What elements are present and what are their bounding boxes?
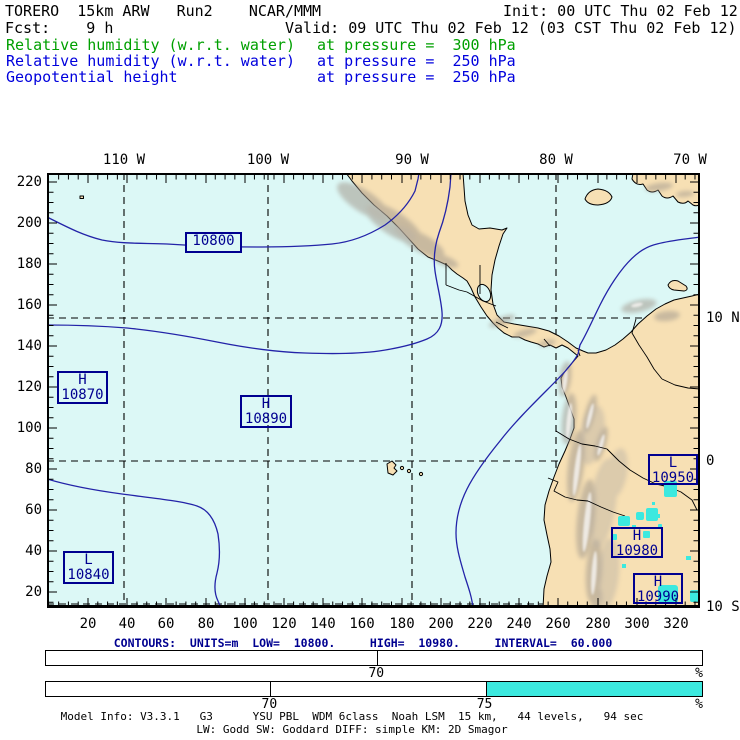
extremum-label-box: H 10870 [57, 371, 108, 404]
field-1-name: Relative humidity (w.r.t. water) [6, 36, 295, 54]
colorbar-tick [377, 651, 379, 665]
colorbar-tick-label: 70 [368, 666, 385, 681]
model-run-title: TORERO 15km ARW Run2 NCAR/MMM [5, 2, 322, 20]
terrain-foothills [366, 205, 628, 608]
field-2-name: Relative humidity (w.r.t. water) [6, 52, 295, 70]
x-grid-label: 220 [467, 616, 493, 632]
x-grid-label: 40 [118, 616, 136, 632]
y-grid-label: 160 [16, 297, 42, 313]
island-curacao [667, 280, 688, 292]
x-grid-label: 80 [197, 616, 215, 632]
lon-axis-label: 100 W [246, 152, 290, 168]
x-grid-label: 200 [428, 616, 454, 632]
lat-axis-label: 10 N [706, 310, 740, 326]
x-grid-label: 240 [506, 616, 532, 632]
colorbar-unit-label: % [695, 666, 703, 681]
colorbar-segment [485, 682, 702, 696]
colorbar-tick [485, 682, 487, 696]
x-grid-label: 180 [389, 616, 415, 632]
contour-label-box: 10800 [185, 232, 242, 253]
y-grid-label: 40 [25, 543, 42, 559]
map-svg [47, 173, 700, 608]
extremum-label-box: H 10980 [611, 527, 663, 559]
field-3-name: Geopotential height [6, 68, 178, 86]
lat-axis-label: 10 S [706, 599, 740, 615]
colorbar-tick [270, 682, 272, 696]
y-grid-label: 100 [16, 420, 42, 436]
lon-axis-label: 80 W [539, 152, 573, 168]
x-grid-label: 140 [310, 616, 336, 632]
y-grid-label: 20 [25, 584, 42, 600]
lon-axis-label: 90 W [395, 152, 429, 168]
lon-axis-label: 70 W [673, 152, 707, 168]
x-grid-label: 280 [585, 616, 611, 632]
extremum-label-box: H 10890 [240, 395, 292, 428]
extremum-label-box: L 10840 [63, 551, 114, 584]
extremum-label-box: L 10950 [648, 454, 698, 486]
island-galapagos [386, 460, 398, 476]
field-1-level: at pressure = 300 hPa [317, 36, 516, 54]
extremum-label-box: H 10990 [633, 573, 683, 605]
field-2-level: at pressure = 250 hPa [317, 52, 516, 70]
y-grid-label: 200 [16, 215, 42, 231]
colorbar [45, 650, 703, 666]
island-jamaica [584, 188, 613, 206]
x-grid-label: 120 [271, 616, 297, 632]
map-canvas: 10800 H 10870 H 10890 L 10840 L 10950 H 10980 H 1099… [47, 173, 700, 608]
terrain-snow-ridges [562, 302, 643, 595]
lon-axis-label: 110 W [102, 152, 146, 168]
y-grid-label: 180 [16, 256, 42, 272]
colorbar [45, 681, 703, 697]
init-time: Init: 00 UTC Thu 02 Feb 12 [503, 2, 738, 20]
field-3-level: at pressure = 250 hPa [317, 68, 516, 86]
lat-axis-label: 0 [706, 453, 715, 469]
model-info-line2: LW: Godd SW: Goddard DIFF: simple KM: 2D… [196, 723, 508, 736]
x-grid-label: 60 [157, 616, 175, 632]
x-grid-label: 20 [79, 616, 97, 632]
x-grid-label: 160 [349, 616, 375, 632]
colorbar-tick-label: 75 [476, 697, 493, 712]
country-borders [445, 263, 700, 517]
contour-east [455, 236, 700, 608]
contour-10800-north [47, 173, 420, 248]
x-grid-label: 320 [663, 616, 689, 632]
valid-time: Valid: 09 UTC Thu 02 Feb 12 (03 CST Thu … [285, 19, 737, 37]
height-contour-lines [47, 173, 700, 608]
colorbar-tick-label: 70 [261, 697, 278, 712]
contour-southwest [47, 478, 222, 608]
x-grid-label: 100 [232, 616, 258, 632]
y-grid-label: 120 [16, 379, 42, 395]
colorbar-unit-label: % [695, 697, 703, 712]
y-grid-label: 220 [16, 174, 42, 190]
forecast-hour: Fcst: 9 h [5, 19, 114, 37]
model-info-line1: Model Info: V3.3.1 G3 YSU PBL WDM 6class… [60, 710, 644, 723]
y-grid-label: 140 [16, 338, 42, 354]
y-grid-label: 60 [25, 502, 42, 518]
humidity-shading-patches [612, 481, 700, 603]
contour-10800-return [47, 173, 452, 355]
x-grid-label: 300 [624, 616, 650, 632]
y-grid-label: 80 [25, 461, 42, 477]
x-grid-label: 260 [545, 616, 571, 632]
contour-info-line: CONTOURS: UNITS=m LOW= 10800. HIGH= 1098… [113, 636, 613, 650]
